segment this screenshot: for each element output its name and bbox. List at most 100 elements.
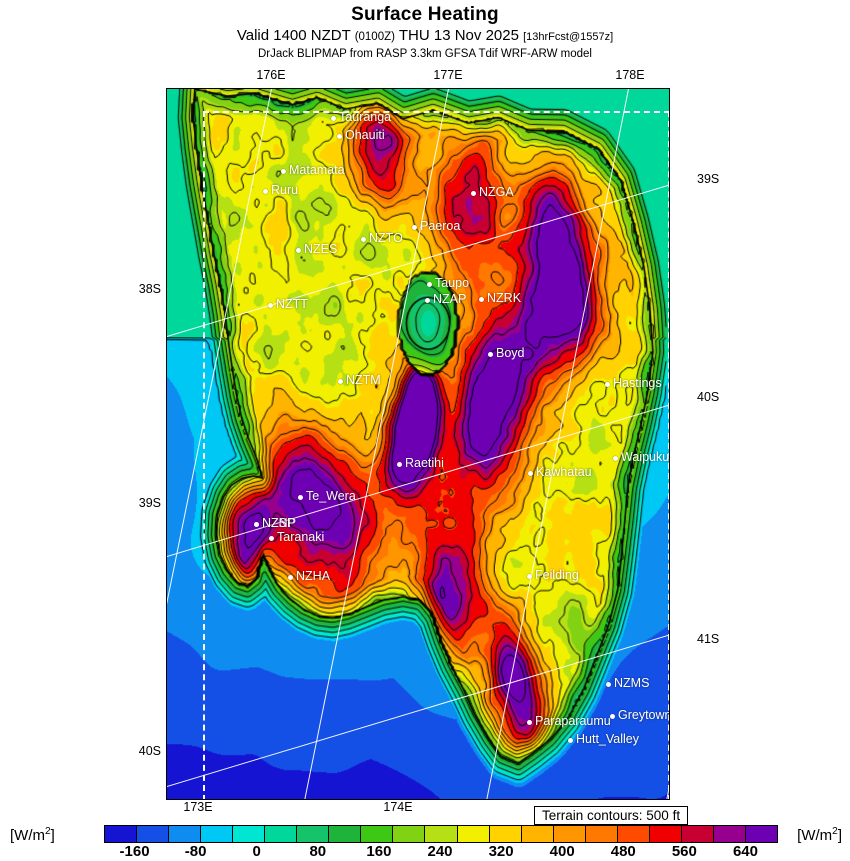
colorbar-swatch-10	[425, 826, 458, 842]
station-dot-icon	[338, 379, 343, 384]
colorbar-swatch-14	[553, 826, 586, 842]
station-dot-icon	[613, 456, 618, 461]
colorbar-swatch-20	[745, 826, 777, 842]
station-dot-icon	[568, 738, 573, 743]
lon-tick-top-1: 177E	[433, 68, 463, 82]
station-label: Ruru	[271, 183, 299, 197]
station-label: NZGA	[479, 185, 514, 199]
station-label: Ohauiti	[345, 128, 385, 142]
colorbar-swatch-3	[201, 826, 234, 842]
colorbar-gradient	[104, 825, 778, 843]
lat-tick-left-2: 40S	[138, 744, 161, 758]
station-dot-icon	[298, 495, 303, 500]
colorbar-tick-10: 640	[732, 843, 758, 860]
colorbar-tick-4: 160	[366, 843, 392, 860]
colorbar-swatch-2	[169, 826, 202, 842]
station-label: NZES	[304, 242, 338, 256]
station-dot-icon	[605, 382, 610, 387]
colorbar-units-left: [W/m2]	[10, 826, 55, 844]
station-label: NZNP	[262, 516, 297, 530]
station-dot-icon	[254, 522, 259, 527]
colorbar-tick-1: -80	[184, 843, 207, 860]
header-block: Surface Heating Valid 1400 NZDT (0100Z) …	[0, 0, 850, 62]
colorbar-swatch-7	[329, 826, 362, 842]
station-label: Paraparaumu	[535, 714, 611, 728]
colorbar-swatch-1	[137, 826, 170, 842]
valid-time-line: Valid 1400 NZDT (0100Z) THU 13 Nov 2025 …	[0, 26, 850, 47]
station-dot-icon	[425, 298, 430, 303]
station-label: Taranaki	[277, 530, 325, 544]
station-dot-icon	[427, 282, 432, 287]
station-label: NZAP	[433, 292, 467, 306]
station-dot-icon	[606, 682, 611, 687]
station-label: Te_Wera	[306, 489, 356, 503]
station-dot-icon	[281, 169, 286, 174]
station-label: NZRK	[487, 291, 522, 305]
lon-tick-top-2: 178E	[615, 68, 645, 82]
colorbar-swatch-15	[585, 826, 618, 842]
lat-tick-right-2: 41S	[697, 632, 720, 646]
station-label: Waipukurau	[621, 450, 670, 464]
colorbar-tick-6: 320	[488, 843, 514, 860]
lat-tick-right-1: 40S	[697, 390, 720, 404]
station-label: NZTO	[369, 231, 403, 245]
station-label: Tauranga	[339, 110, 392, 124]
station-label: Hutt_Valley	[576, 732, 639, 746]
colorbar-units-right: [W/m2]	[797, 826, 842, 844]
station-dot-icon	[528, 471, 533, 476]
station-label: NZMS	[614, 676, 650, 690]
station-dot-icon	[479, 297, 484, 302]
station-dot-icon	[331, 116, 336, 121]
colorbar-tick-9: 560	[671, 843, 697, 860]
valid-date: THU 13 Nov 2025	[398, 27, 519, 44]
station-label: Hastings	[613, 376, 662, 390]
station-label: Paeroa	[420, 219, 461, 233]
model-description: DrJack BLIPMAP from RASP 3.3km GFSA Tdif…	[257, 48, 592, 60]
station-dot-icon	[296, 248, 301, 253]
surface-heating-heatmap	[167, 89, 669, 799]
station-dot-icon	[268, 303, 273, 308]
colorbar-tick-3: 80	[309, 843, 327, 860]
lon-tick-bottom-0: 173E	[183, 800, 213, 814]
station-label: Raetihi	[405, 456, 444, 470]
colorbar-tick-2: 0	[252, 843, 261, 860]
lat-tick-right-0: 39S	[697, 172, 720, 186]
station-dot-icon	[527, 574, 532, 579]
station-dot-icon	[361, 237, 366, 242]
colorbar-swatch-11	[457, 826, 490, 842]
colorbar-swatch-0	[105, 826, 138, 842]
station-dot-icon	[397, 462, 402, 467]
station-dot-icon	[337, 134, 342, 139]
colorbar-swatch-17	[649, 826, 682, 842]
colorbar-tick-0: -160	[119, 843, 150, 860]
lon-tick-bottom-1: 174E	[383, 800, 413, 814]
station-dot-icon	[263, 189, 268, 194]
colorbar-tick-8: 480	[610, 843, 636, 860]
lon-tick-top-0: 176E	[256, 68, 286, 82]
station-dot-icon	[527, 720, 532, 725]
station-label: NZSP	[262, 516, 296, 530]
station-dot-icon	[610, 714, 615, 719]
colorbar-swatch-16	[617, 826, 650, 842]
colorbar-swatch-13	[521, 826, 554, 842]
station-label: Greytown	[618, 708, 670, 722]
colorbar-swatch-4	[233, 826, 266, 842]
station-label: Feilding	[535, 568, 579, 582]
station-label: NZTT	[276, 297, 308, 311]
colorbar-swatch-9	[393, 826, 426, 842]
station-dot-icon	[488, 352, 493, 357]
colorbar-swatch-12	[489, 826, 522, 842]
colorbar-block: [W/m2] [W/m2] -160 -80 0 80 160 240 320 400 480 5…	[0, 820, 850, 860]
station-dot-icon	[471, 191, 476, 196]
station-label: Matamata	[289, 163, 345, 177]
colorbar-swatch-5	[265, 826, 298, 842]
map-plot-area[interactable]: Tauranga Ohauiti Matamata Ruru NZGA Paeroa NZT…	[166, 88, 670, 800]
station-label: Boyd	[496, 346, 525, 360]
lat-tick-left-1: 39S	[138, 496, 161, 510]
forecast-tag: [13hrFcst@1557z]	[523, 31, 614, 43]
station-dot-icon	[288, 575, 293, 580]
valid-time-prefix: Valid 1400 NZDT	[236, 27, 351, 44]
colorbar-swatch-6	[297, 826, 330, 842]
colorbar-tick-7: 400	[549, 843, 575, 860]
page-title: Surface Heating	[351, 4, 499, 25]
